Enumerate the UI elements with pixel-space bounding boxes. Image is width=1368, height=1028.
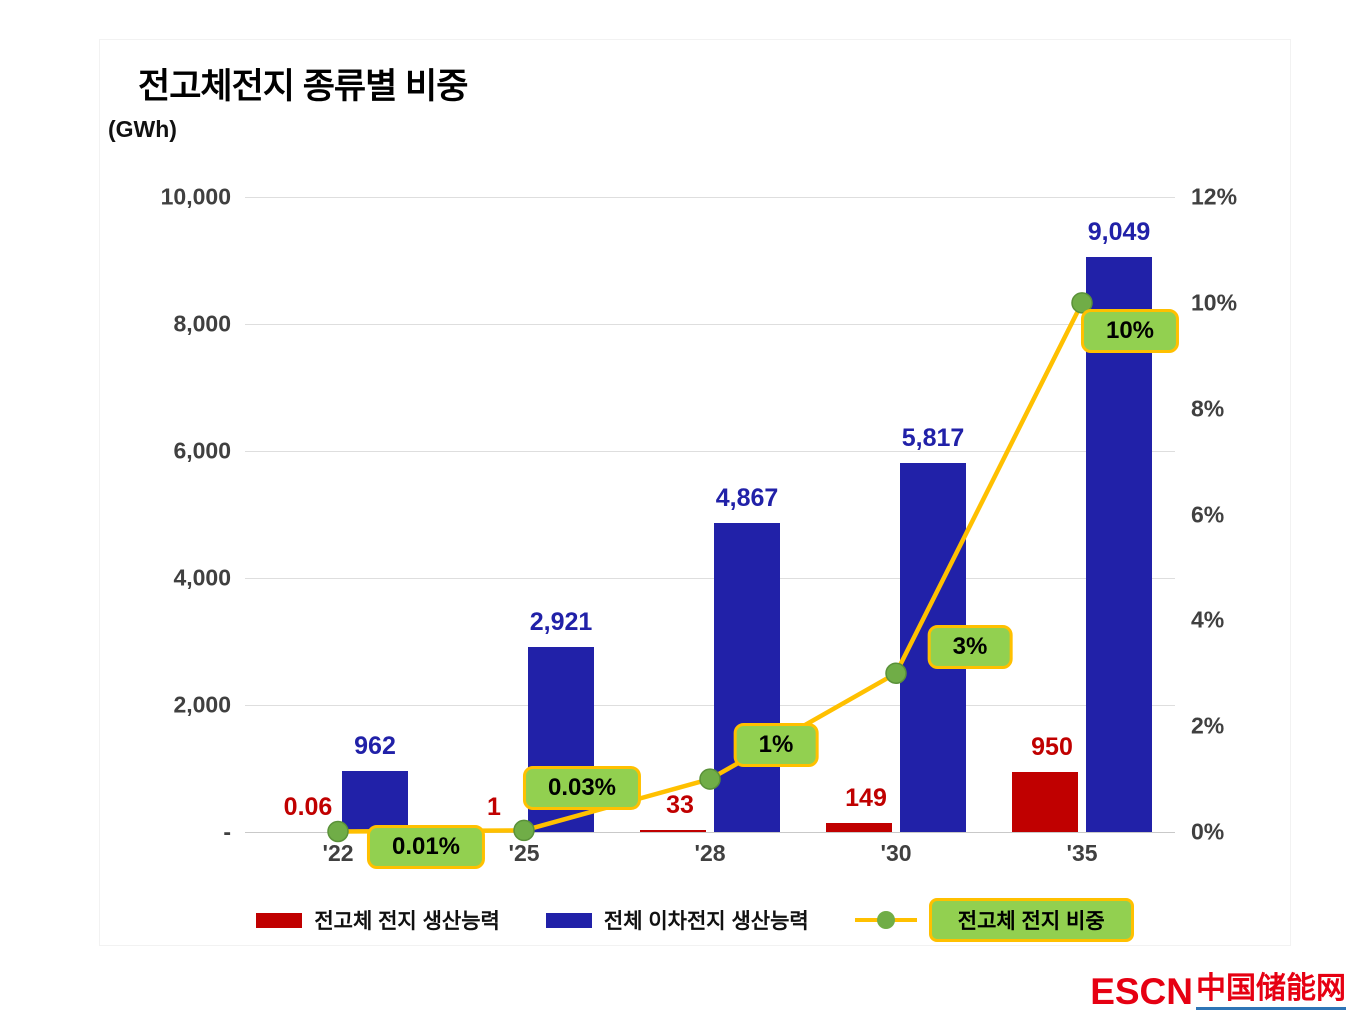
left-axis-tick: - (223, 818, 231, 845)
escn-logo-text: ESCN (1090, 970, 1193, 1012)
legend-item: 전고체 전지 비중 (854, 898, 1134, 942)
share-percentage-badge: 1% (733, 723, 819, 768)
legend-marker-dot (876, 911, 895, 929)
share-line-layer (327, 292, 1093, 843)
bar-value-label-solid-state: 950 (1031, 733, 1073, 761)
bar-solid-state-capacity (1012, 772, 1078, 832)
x-axis-label: '30 (880, 840, 912, 866)
right-axis-tick: 2% (1191, 712, 1225, 739)
bar-value-label-total: 4,867 (715, 484, 779, 512)
bar-total-capacity (714, 523, 780, 832)
legend-badge-label: 전고체 전지 비중 (928, 898, 1134, 942)
right-axis-tick: 8% (1191, 395, 1225, 422)
gridline (245, 197, 1175, 198)
legend-item: 전고체 전지 생산능력 (256, 905, 500, 935)
gridline (245, 705, 1175, 706)
share-point-marker (327, 820, 349, 843)
left-axis-tick: 6,000 (173, 437, 231, 464)
gridline (245, 832, 1175, 833)
x-axis-label: '28 (694, 840, 726, 866)
x-axis-label: '22 (322, 840, 354, 866)
plot-area: - 2,000 4,000 6,000 8,000 10,000 0% 2% 4% 6% 8% 10%… (161, 184, 1237, 870)
left-axis-tick: 8,000 (173, 310, 231, 337)
legend-line-sample (854, 911, 917, 929)
right-axis-tick: 10% (1191, 289, 1238, 316)
bar-value-label-total: 2,921 (529, 608, 593, 636)
bar-value-label-total: 962 (354, 732, 396, 760)
chart-panel: 전고체전지 종류별 비중 (GWh) - 2,000 4,000 6,000 8,000… (100, 40, 1290, 945)
bar-value-label-solid-state: 149 (845, 784, 887, 812)
share-point-marker (513, 819, 535, 842)
bar-solid-state-capacity (826, 823, 892, 832)
axis-unit-label: (GWh) (108, 116, 177, 142)
right-axis-tick: 6% (1191, 501, 1225, 527)
left-axis-tick: 4,000 (173, 564, 231, 591)
gridline (245, 578, 1175, 579)
share-percentage-badge: 10% (1080, 308, 1180, 353)
gridline (245, 451, 1175, 452)
bar-value-label-solid-state: 1 (487, 793, 501, 821)
legend-swatch (256, 912, 303, 928)
right-axis-tick: 12% (1191, 183, 1238, 210)
escn-watermark: ESCN 中国储能网 (1090, 972, 1346, 1010)
legend-label: 전체 이차전지 생산능력 (603, 910, 809, 933)
share-percentage-badge: 0.01% (366, 825, 486, 870)
legend-label: 전고체 전지 생산능력 (314, 910, 500, 933)
share-line (337, 301, 1085, 834)
legend: 전고체 전지 생산능력 전체 이차전지 생산능력 전고체 전지 비중 (100, 898, 1290, 942)
escn-chinese-name: 中国储能网 (1196, 972, 1346, 1010)
legend-item: 전체 이차전지 생산능력 (545, 905, 809, 935)
bar-value-label-solid-state: 0.06 (283, 793, 333, 821)
share-percentage-badge: 0.03% (522, 766, 642, 811)
bar-solid-state-capacity (640, 830, 706, 832)
legend-swatch (545, 912, 592, 928)
bar-total-capacity (1086, 257, 1152, 832)
bar-value-label-total: 9,049 (1087, 218, 1151, 246)
bar-total-capacity (342, 771, 408, 832)
right-axis-tick: 4% (1191, 606, 1225, 633)
share-percentage-badge: 3% (927, 625, 1013, 670)
x-axis-label: '35 (1066, 840, 1098, 866)
right-axis-tick: 0% (1191, 818, 1225, 845)
bar-value-label-total: 5,817 (901, 424, 965, 452)
left-axis-tick: 2,000 (173, 691, 231, 718)
chart-title: 전고체전지 종류별 비중 (138, 67, 468, 106)
share-point-marker (699, 768, 721, 790)
left-axis-tick: 10,000 (160, 183, 231, 210)
x-axis-label: '25 (508, 840, 540, 866)
bar-value-label-solid-state: 33 (666, 791, 694, 819)
gridline (245, 324, 1175, 325)
share-point-marker (885, 662, 907, 684)
